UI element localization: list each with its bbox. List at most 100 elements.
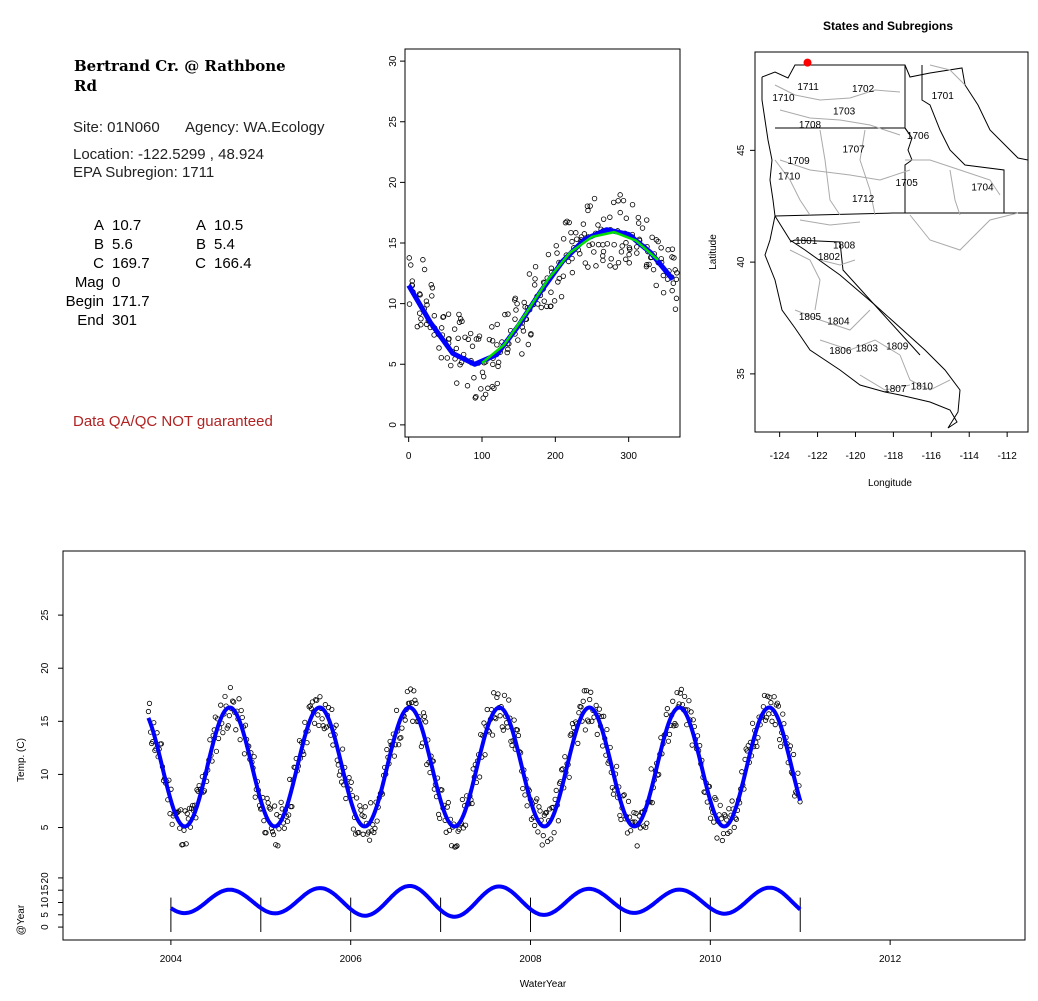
- data-point: [429, 293, 435, 299]
- data-point: [169, 821, 175, 827]
- data-point: [626, 251, 632, 258]
- data-point: [672, 306, 679, 312]
- region-label: 1701: [932, 91, 955, 102]
- data-point: [672, 267, 678, 273]
- x-tick-label: 200: [547, 451, 564, 462]
- region-label: 1711: [797, 82, 819, 93]
- data-point: [494, 321, 500, 328]
- map-state-outline: [761, 64, 1029, 429]
- data-point: [418, 743, 424, 750]
- map-region-labels: 1711 1702 1701 1710 1703 1708 1706 1707 1709 1710…: [772, 82, 994, 395]
- data-point: [556, 275, 562, 282]
- y-tick-label: 20: [40, 872, 51, 884]
- y-tick-label: 30: [388, 55, 399, 67]
- data-point: [639, 225, 646, 231]
- data-point: [585, 264, 591, 270]
- data-point: [665, 738, 672, 744]
- coef-row: Begin 171.7: [60, 292, 150, 311]
- site-code: Site: 01N060: [73, 119, 160, 136]
- data-point: [421, 266, 428, 273]
- coef-key: A: [93, 217, 104, 234]
- data-point: [467, 330, 474, 337]
- coef-key: End: [77, 312, 104, 329]
- data-point: [406, 255, 412, 261]
- data-point: [677, 690, 683, 696]
- data-point: [548, 289, 554, 295]
- data-point: [580, 698, 586, 704]
- data-point: [538, 304, 544, 311]
- y-tick-label: 20: [388, 176, 399, 188]
- data-point: [532, 263, 539, 270]
- data-point: [350, 826, 356, 832]
- data-point: [404, 688, 410, 695]
- coef-key: B: [93, 236, 104, 253]
- region-label: 1702: [852, 84, 875, 95]
- data-point: [596, 706, 602, 712]
- data-point: [453, 345, 460, 352]
- data-point: [775, 703, 782, 709]
- x-tick-label: -112: [998, 451, 1018, 462]
- data-point: [772, 722, 778, 728]
- data-point: [183, 841, 189, 847]
- region-label: 1805: [799, 312, 822, 323]
- data-point: [623, 215, 630, 221]
- y-tick-label: 15: [40, 884, 51, 896]
- data-point: [177, 825, 183, 831]
- data-point: [689, 742, 695, 748]
- data-point: [286, 812, 292, 818]
- data-point: [569, 269, 576, 276]
- data-point: [611, 199, 617, 206]
- agency: Agency: WA.Ecology: [185, 119, 325, 136]
- data-point: [512, 316, 518, 322]
- data-point: [619, 243, 625, 249]
- data-point: [264, 795, 270, 802]
- y-tick-label: 25: [388, 116, 399, 128]
- data-point: [560, 273, 566, 279]
- data-point: [733, 816, 740, 822]
- map-subregion-outlines: [774, 64, 1019, 391]
- timeseries-x-axis: 2004 2006 2008 2010 2012: [160, 940, 902, 965]
- data-point: [398, 734, 404, 741]
- data-point: [625, 798, 632, 804]
- data-point: [358, 807, 364, 813]
- data-point: [548, 836, 554, 842]
- data-point: [511, 717, 517, 723]
- data-point: [476, 333, 483, 339]
- data-point: [322, 702, 328, 708]
- data-point: [215, 735, 222, 742]
- y-tick-label: 5: [40, 912, 51, 918]
- data-point: [455, 335, 461, 341]
- data-point: [658, 245, 664, 251]
- data-point: [600, 257, 606, 264]
- data-point: [673, 295, 680, 302]
- data-point: [554, 250, 560, 256]
- region-label: 1710: [778, 171, 801, 182]
- region-label: 1705: [896, 178, 919, 189]
- data-point: [567, 732, 573, 738]
- data-point: [444, 355, 450, 361]
- data-point: [242, 722, 249, 728]
- data-point: [252, 794, 258, 800]
- x-tick-label: 0: [406, 451, 412, 462]
- data-point: [533, 798, 539, 804]
- data-point: [568, 229, 574, 236]
- data-point: [583, 687, 590, 694]
- data-point: [551, 298, 558, 304]
- data-point: [660, 289, 667, 296]
- data-point: [541, 298, 547, 304]
- data-point: [478, 386, 484, 392]
- data-point: [632, 819, 638, 825]
- region-label: 1709: [787, 156, 810, 167]
- data-point: [621, 792, 627, 798]
- data-point: [495, 691, 501, 697]
- data-point: [607, 214, 613, 220]
- timeseries-y-axis: 5 10 15 20 25: [40, 609, 63, 830]
- y-tick-label: 10: [40, 768, 51, 780]
- data-point: [620, 197, 627, 204]
- x-tick-label: -122: [808, 451, 828, 462]
- data-point: [372, 825, 378, 831]
- coef-value: 5.4: [214, 236, 235, 253]
- y-tick-label: 5: [40, 824, 51, 830]
